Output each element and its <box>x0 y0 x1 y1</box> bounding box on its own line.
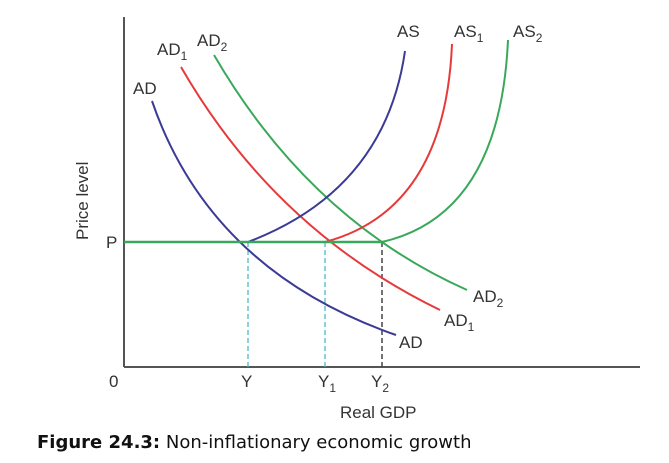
ad1-label-top: AD1 <box>157 40 188 63</box>
as2-label: AS2 <box>513 22 543 45</box>
origin-label: 0 <box>109 372 118 391</box>
ad-label-top: AD <box>133 79 157 98</box>
ad2-label-top: AD2 <box>197 31 228 54</box>
as-curve <box>247 50 406 243</box>
price-tick-label: P <box>106 233 117 252</box>
ad1-curve <box>180 66 441 311</box>
ad1-label-bottom: AD1 <box>444 311 475 334</box>
caption-number: Figure 24.3: <box>37 432 161 453</box>
x-tick-y: Y <box>241 372 252 391</box>
x-axis-label: Real GDP <box>340 403 417 422</box>
caption-text: Non-inflationary economic growth <box>160 432 472 453</box>
ad2-curve <box>213 54 468 291</box>
as-label: AS <box>397 22 420 41</box>
y-axis-label: Price level <box>73 162 92 240</box>
x-tick-y1: Y1 <box>318 372 336 395</box>
ad-curve <box>151 100 397 336</box>
as1-label: AS1 <box>454 22 484 45</box>
as2-curve <box>381 39 509 243</box>
ad-label-bottom: AD <box>399 333 423 352</box>
x-tick-y2: Y2 <box>371 372 389 395</box>
as1-curve <box>324 43 453 243</box>
figure-caption: Figure 24.3: Non-inflationary economic g… <box>37 432 472 453</box>
ad2-label-bottom: AD2 <box>473 287 504 310</box>
